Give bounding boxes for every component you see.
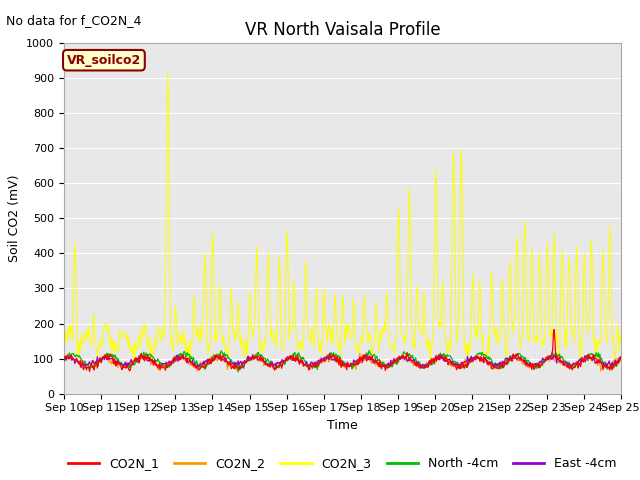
Text: No data for f_CO2N_4: No data for f_CO2N_4: [6, 14, 142, 27]
Title: VR North Vaisala Profile: VR North Vaisala Profile: [244, 21, 440, 39]
Text: VR_soilco2: VR_soilco2: [67, 54, 141, 67]
Y-axis label: Soil CO2 (mV): Soil CO2 (mV): [8, 175, 20, 262]
Legend: CO2N_1, CO2N_2, CO2N_3, North -4cm, East -4cm: CO2N_1, CO2N_2, CO2N_3, North -4cm, East…: [63, 453, 622, 475]
X-axis label: Time: Time: [327, 419, 358, 432]
